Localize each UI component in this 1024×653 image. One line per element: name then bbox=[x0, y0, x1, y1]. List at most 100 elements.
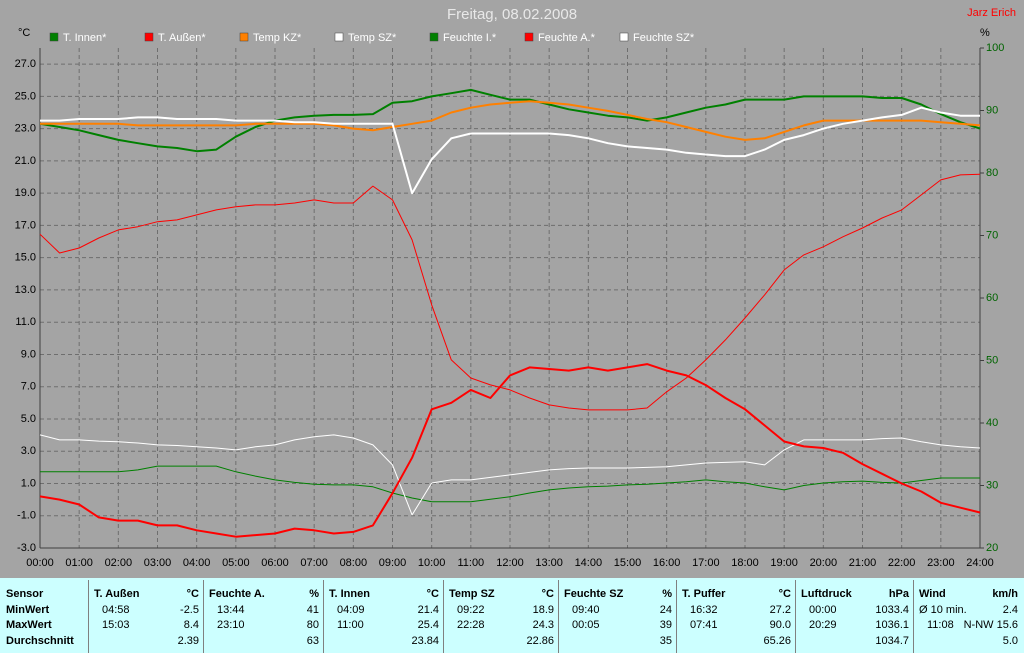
avg-value: 63 bbox=[306, 635, 319, 647]
avg-value: 35 bbox=[659, 635, 672, 647]
series-line bbox=[40, 106, 980, 195]
author: Jarz Erich bbox=[967, 7, 1016, 19]
y-tick-label: 25.0 bbox=[15, 90, 36, 102]
max-value: 39 bbox=[659, 619, 672, 631]
y2-tick-label: 30 bbox=[986, 479, 998, 491]
max-value: 8.4 bbox=[183, 619, 199, 631]
y2-tick-label: 90 bbox=[986, 104, 998, 116]
max-time: 11:00 bbox=[337, 619, 364, 631]
row-label: Sensor bbox=[6, 588, 44, 600]
legend-label: Temp KZ* bbox=[253, 32, 302, 44]
y2-tick-label: 80 bbox=[986, 167, 998, 179]
y-tick-label: 15.0 bbox=[15, 252, 36, 264]
min-value: 21.4 bbox=[417, 604, 439, 616]
series-line bbox=[39, 173, 981, 411]
avg-value: 22.86 bbox=[526, 635, 554, 647]
column-unit: hPa bbox=[888, 588, 909, 600]
max-time: 23:10 bbox=[217, 619, 245, 631]
y-tick-label: 9.0 bbox=[21, 348, 36, 360]
x-tick-label: 20:00 bbox=[810, 557, 838, 569]
y-tick-label: 13.0 bbox=[15, 284, 36, 296]
chart-title: Freitag, 08.02.2008 bbox=[447, 6, 577, 23]
x-tick-label: 08:00 bbox=[340, 557, 368, 569]
series-line bbox=[40, 465, 980, 503]
y-tick-label: 23.0 bbox=[15, 123, 36, 135]
column-unit: °C bbox=[426, 588, 439, 600]
max-time: 15:03 bbox=[102, 619, 130, 631]
x-tick-label: 21:00 bbox=[849, 557, 877, 569]
y2-tick-label: 70 bbox=[986, 229, 998, 241]
y-tick-label: 27.0 bbox=[15, 58, 36, 70]
max-value: 1036.1 bbox=[875, 619, 909, 631]
min-value: 1033.4 bbox=[875, 604, 909, 616]
legend-label: Feuchte A.* bbox=[538, 32, 596, 44]
y-tick-label: -3.0 bbox=[17, 542, 36, 554]
x-tick-label: 15:00 bbox=[614, 557, 642, 569]
chart: Freitag, 08.02.2008 Jarz Erich °C % T. I… bbox=[15, 6, 1016, 569]
column-separator bbox=[88, 580, 89, 653]
avg-value: 2.39 bbox=[177, 635, 199, 647]
min-value: 24 bbox=[659, 604, 672, 616]
y-tick-label: -1.0 bbox=[17, 510, 36, 522]
y-tick-label: 3.0 bbox=[21, 445, 36, 457]
max-time: 20:29 bbox=[809, 619, 837, 631]
x-tick-label: 07:00 bbox=[300, 557, 328, 569]
x-tick-label: 18:00 bbox=[731, 557, 759, 569]
min-time: 09:22 bbox=[457, 604, 485, 616]
min-value: 41 bbox=[306, 604, 319, 616]
avg-value: 65.26 bbox=[763, 635, 791, 647]
column-header: Feuchte A. bbox=[209, 588, 265, 600]
column-header: Wind bbox=[919, 588, 946, 600]
series-line bbox=[39, 363, 981, 538]
legend-label: Feuchte SZ* bbox=[633, 32, 695, 44]
column-separator bbox=[323, 580, 324, 653]
column-unit: °C bbox=[541, 588, 554, 600]
x-tick-label: 03:00 bbox=[144, 557, 172, 569]
legend-label: Temp SZ* bbox=[348, 32, 397, 44]
y-axis-label: °C bbox=[18, 27, 30, 39]
column-separator bbox=[676, 580, 677, 653]
x-tick-label: 24:00 bbox=[966, 557, 994, 569]
x-tick-label: 16:00 bbox=[653, 557, 681, 569]
x-tick-label: 22:00 bbox=[888, 557, 916, 569]
min-value: 2.4 bbox=[1002, 604, 1018, 616]
row-label: Durchschnitt bbox=[6, 635, 74, 647]
column-header: T. Puffer bbox=[682, 588, 726, 600]
max-value: N-NW 15.6 bbox=[963, 619, 1018, 631]
y2-tick-label: 60 bbox=[986, 292, 998, 304]
column-unit: °C bbox=[778, 588, 791, 600]
x-tick-label: 06:00 bbox=[261, 557, 289, 569]
column-unit: % bbox=[662, 588, 672, 600]
legend-swatch bbox=[239, 32, 249, 42]
max-time: 11:08 bbox=[927, 619, 954, 631]
column-header: Luftdruck bbox=[801, 588, 852, 600]
y2-tick-label: 50 bbox=[986, 354, 998, 366]
min-time: 04:09 bbox=[337, 604, 365, 616]
x-tick-label: 14:00 bbox=[575, 557, 603, 569]
y2-tick-label: 100 bbox=[986, 42, 1004, 54]
x-tick-label: 19:00 bbox=[770, 557, 798, 569]
series-line bbox=[39, 88, 981, 153]
row-label: MinWert bbox=[6, 604, 50, 616]
max-value: 90.0 bbox=[769, 619, 791, 631]
x-tick-label: 09:00 bbox=[379, 557, 407, 569]
legend-swatch bbox=[334, 32, 344, 42]
legend-swatch bbox=[524, 32, 534, 42]
min-value: -2.5 bbox=[180, 604, 199, 616]
max-value: 80 bbox=[306, 619, 319, 631]
min-value: 18.9 bbox=[532, 604, 554, 616]
max-time: 00:05 bbox=[572, 619, 600, 631]
y2-tick-label: 20 bbox=[986, 542, 998, 554]
legend-swatch bbox=[619, 32, 629, 42]
x-tick-label: 05:00 bbox=[222, 557, 250, 569]
y-tick-label: 1.0 bbox=[21, 477, 36, 489]
x-tick-label: 11:00 bbox=[457, 557, 484, 569]
x-tick-label: 10:00 bbox=[418, 557, 446, 569]
column-separator bbox=[913, 580, 914, 653]
max-time: 07:41 bbox=[690, 619, 718, 631]
x-tick-label: 01:00 bbox=[65, 557, 93, 569]
y2-tick-label: 40 bbox=[986, 417, 998, 429]
legend-swatch bbox=[144, 32, 154, 42]
min-time: 13:44 bbox=[217, 604, 245, 616]
